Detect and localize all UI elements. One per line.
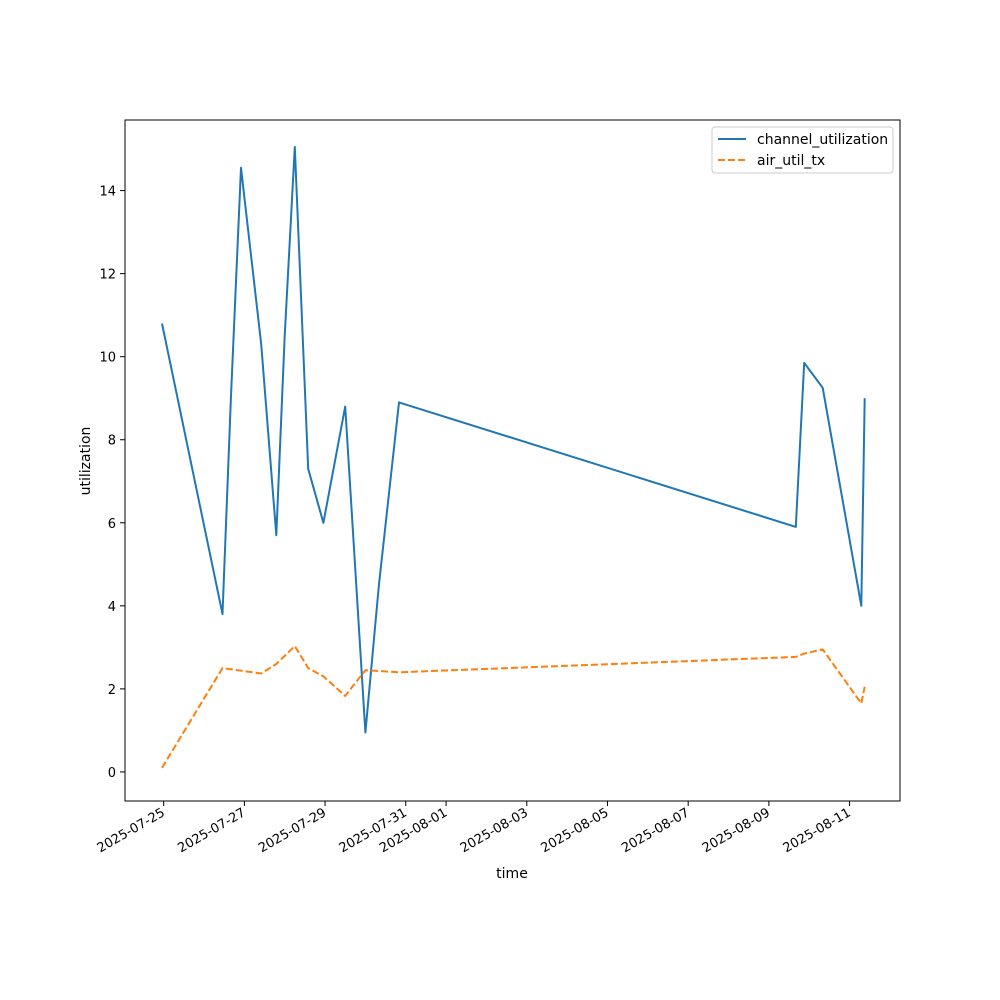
data-point-air-util-tx <box>795 656 797 658</box>
data-point-channel-utilization <box>378 584 380 586</box>
data-point-channel-utilization <box>221 613 223 615</box>
series-line-air-util-tx <box>161 645 866 769</box>
data-point-air-util-tx <box>344 695 346 697</box>
plot-frame <box>124 119 901 802</box>
data-point-air-util-tx <box>860 702 862 704</box>
data-point-channel-utilization <box>240 167 242 169</box>
legend-label-channel-utilization: channel_utilization <box>757 132 888 148</box>
y-tick-label: 2 <box>108 683 116 698</box>
data-point-air-util-tx <box>364 669 366 671</box>
legend: channel_utilization air_util_tx <box>711 126 894 174</box>
data-point-channel-utilization <box>864 397 866 399</box>
data-point-air-util-tx <box>260 672 262 674</box>
data-point-channel-utilization <box>260 343 262 345</box>
data-point-channel-utilization <box>803 362 805 364</box>
data-point-air-util-tx <box>275 663 277 665</box>
x-axis-label: time <box>496 866 528 882</box>
data-point-channel-utilization <box>860 605 862 607</box>
legend-label-air-util-tx: air_util_tx <box>757 153 825 169</box>
y-tick-label: 4 <box>108 600 116 615</box>
data-point-air-util-tx <box>161 767 163 769</box>
data-point-channel-utilization <box>822 387 824 389</box>
data-point-air-util-tx <box>822 648 824 650</box>
data-point-channel-utilization <box>230 397 232 399</box>
data-point-air-util-tx <box>307 667 309 669</box>
data-point-channel-utilization <box>344 405 346 407</box>
data-point-air-util-tx <box>398 671 400 673</box>
data-point-channel-utilization <box>275 534 277 536</box>
legend-box <box>711 126 894 174</box>
data-point-channel-utilization <box>307 468 309 470</box>
data-point-air-util-tx <box>803 652 805 654</box>
y-tick-label: 10 <box>99 351 116 366</box>
data-point-channel-utilization <box>294 146 296 148</box>
y-tick-label: 12 <box>99 268 116 283</box>
y-axis-label: utilization <box>78 427 94 496</box>
y-tick-label: 8 <box>108 434 116 449</box>
data-point-channel-utilization <box>795 526 797 528</box>
data-point-channel-utilization <box>284 335 286 337</box>
y-tick-label: 6 <box>108 517 116 532</box>
y-tick-label: 0 <box>108 766 116 781</box>
y-axis-ticks: 0 2 4 6 8 10 12 14 <box>99 185 125 781</box>
plot-lines <box>161 146 866 769</box>
data-point-channel-utilization <box>161 322 163 324</box>
data-point-air-util-tx <box>221 667 223 669</box>
y-tick-label: 14 <box>99 185 116 200</box>
data-point-air-util-tx <box>864 686 866 688</box>
data-point-air-util-tx <box>322 675 324 677</box>
data-point-channel-utilization <box>364 731 366 733</box>
data-point-air-util-tx <box>294 645 296 647</box>
data-point-channel-utilization <box>322 522 324 524</box>
series-line-channel-utilization <box>161 146 866 734</box>
data-point-channel-utilization <box>398 401 400 403</box>
